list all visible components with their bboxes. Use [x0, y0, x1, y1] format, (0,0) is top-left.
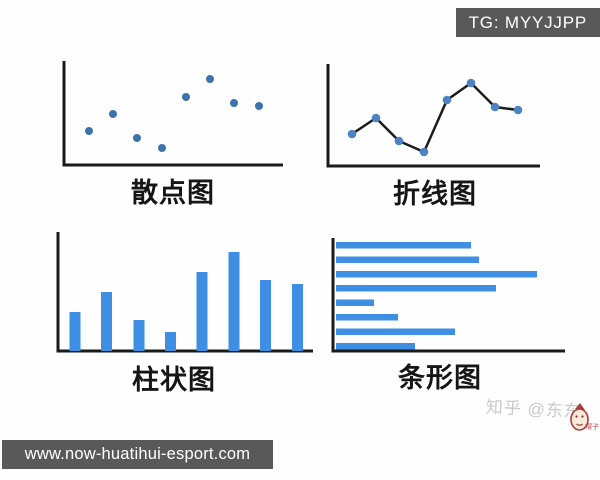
- hbar-series: [336, 242, 537, 350]
- bar-chart: [56, 232, 313, 353]
- hbar-bar: [336, 271, 537, 278]
- line-point: [347, 129, 357, 139]
- bar-series: [69, 252, 303, 351]
- scatter-chart: [62, 61, 283, 167]
- scatter-point: [85, 127, 93, 135]
- line-axes: [326, 64, 540, 168]
- line-point: [490, 102, 500, 112]
- line-point: [513, 105, 523, 115]
- telegram-contact-badge: TG: MYYJJPP: [455, 8, 600, 37]
- bar: [133, 320, 145, 351]
- scatter-point: [109, 110, 117, 118]
- mascot-icon: [570, 403, 589, 431]
- scatter-point: [182, 93, 190, 101]
- scatter-point: [255, 102, 263, 110]
- line-point: [442, 95, 452, 105]
- scatter-point: [206, 75, 214, 83]
- line-path: [351, 81, 519, 154]
- line-series: [347, 78, 523, 157]
- line-chart-title: 折线图: [393, 179, 477, 209]
- horizontal-bar-chart: [331, 238, 565, 353]
- line-point: [466, 78, 476, 88]
- hbar-bar: [336, 314, 398, 321]
- hbar-chart-title: 条形图: [398, 363, 482, 393]
- hbar-bar: [336, 328, 455, 335]
- hbar-bar: [336, 285, 496, 292]
- hbar-bar: [336, 299, 374, 306]
- bar: [69, 312, 81, 351]
- bar-chart-title: 柱状图: [132, 365, 216, 395]
- scatter-point: [230, 99, 238, 107]
- bar: [165, 332, 176, 351]
- bar: [196, 272, 208, 351]
- bar: [292, 284, 303, 351]
- line-point: [419, 147, 429, 157]
- line-point: [371, 113, 381, 123]
- website-url-banner: www.now-huatihui-esport.com: [2, 440, 273, 469]
- hbar-bar: [336, 343, 415, 350]
- line-point: [394, 136, 404, 146]
- scatter-chart-title: 散点图: [131, 178, 215, 208]
- hbar-bar: [336, 256, 479, 263]
- scatter-point: [133, 134, 141, 142]
- bar: [101, 292, 112, 351]
- scatter-axes: [62, 61, 283, 167]
- bar-axes: [56, 232, 313, 353]
- line-chart: [326, 64, 540, 168]
- hbar-bar: [336, 242, 471, 249]
- scatter-point: [158, 144, 166, 152]
- bar: [260, 280, 271, 351]
- bar: [228, 252, 240, 351]
- scatter-points: [85, 75, 263, 152]
- hbar-axes: [331, 238, 565, 353]
- mascot-caption: 帽子: [584, 423, 600, 432]
